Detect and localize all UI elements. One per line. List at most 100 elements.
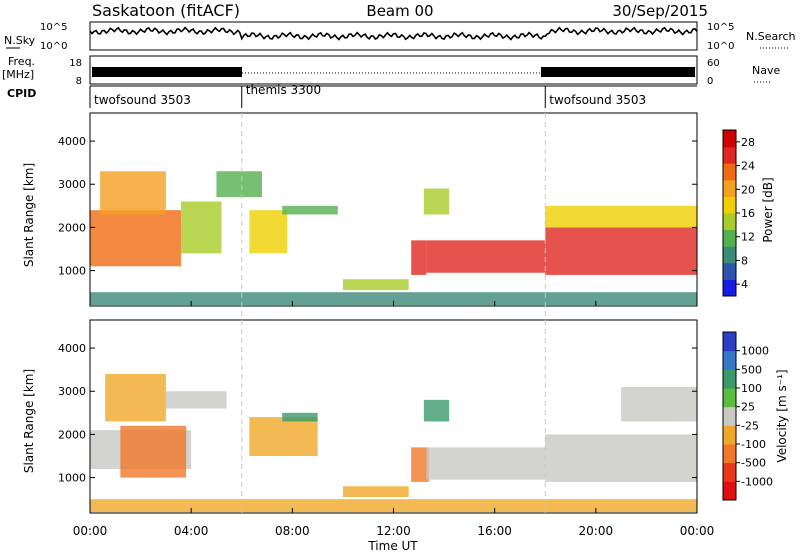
velocity-colorbar: Velocity [m s⁻¹] -1000 -500 -100 -25 25 100 50…	[722, 331, 789, 501]
date-title: 30/Sep/2015	[612, 2, 708, 20]
freq-panel-frame	[89, 55, 698, 85]
colorbar-tick-label: 28	[741, 136, 755, 149]
freq-label-line2: [MHz]	[2, 68, 34, 81]
power-region	[423, 188, 450, 215]
power-region	[181, 201, 222, 254]
colorbar-frame	[722, 331, 737, 501]
beam-title: Beam 00	[366, 2, 433, 20]
cpid-row: CPID twofsound 3503 themis 3300 twofsound …	[7, 83, 697, 108]
power-region	[545, 227, 697, 275]
colorbar-swatch	[723, 146, 736, 164]
colorbar-swatch	[723, 179, 736, 197]
y-tick-label: 4000	[58, 135, 86, 148]
y-tick-label: 2000	[58, 428, 86, 441]
power-region	[545, 205, 697, 228]
cpid-segment-label: themis 3300	[246, 83, 321, 97]
noise-ytick-top-right: 10^5	[707, 22, 734, 33]
velocity-region	[423, 399, 450, 422]
colorbar-swatch	[723, 262, 736, 280]
x-tick-label: 12:00	[376, 524, 411, 538]
colorbar-tick-label: 25	[741, 401, 755, 414]
freq-block-1	[92, 67, 242, 77]
velocity-region	[120, 425, 187, 478]
colorbar-swatch	[723, 369, 736, 389]
colorbar-tick-label: 1000	[741, 345, 769, 358]
time-axis: 00:00 04:00 08:00 12:00 16:00 20:00 00:00	[73, 301, 715, 538]
colorbar-swatch	[723, 246, 736, 264]
power-region	[90, 210, 182, 267]
x-tick-label: 04:00	[174, 524, 209, 538]
nave-ytick-top: 60	[707, 58, 720, 69]
freq-ytick-top: 18	[69, 58, 82, 69]
x-tick-label: 08:00	[275, 524, 310, 538]
colorbar-swatch	[723, 279, 736, 297]
nave-label: Nave	[752, 64, 780, 77]
colorbar-tick-label: 8	[741, 254, 748, 267]
colorbar-tick-label: 12	[741, 231, 755, 244]
colorbar-swatch	[723, 406, 736, 426]
colorbar-tick-label: 100	[741, 382, 762, 395]
program-boundaries	[241, 113, 546, 513]
power-yticks: 1000 2000 3000 4000	[58, 135, 697, 278]
x-tick-label: 16:00	[477, 524, 512, 538]
x-tick-label: 00:00	[680, 524, 715, 538]
velocity-region	[249, 417, 318, 457]
velocity-panel-frame	[89, 319, 698, 514]
cpid-segment-label: twofsound 3503	[549, 93, 646, 107]
velocity-region	[411, 447, 429, 482]
colorbar-tick-label: 20	[741, 183, 755, 196]
velocity-region	[545, 434, 697, 482]
velocity-region	[342, 486, 409, 498]
velocity-region	[105, 373, 166, 422]
velocity-region	[282, 412, 318, 422]
nave-ytick-bottom: 0	[707, 76, 713, 87]
noise-sky-trace	[89, 26, 698, 41]
y-tick-label: 3000	[58, 385, 86, 398]
colorbar-swatch	[723, 481, 736, 501]
freq-ytick-bottom: 8	[76, 76, 82, 87]
velocity-yticks: 1000 2000 3000 4000	[58, 342, 697, 485]
y-tick-label: 1000	[58, 472, 86, 485]
noise-right-label: N.Search	[746, 30, 796, 43]
power-region	[426, 240, 546, 273]
colorbar-swatch	[723, 444, 736, 464]
noise-left-label: N.Sky	[4, 34, 36, 47]
velocity-region	[621, 386, 697, 422]
cpid-segment-label: twofsound 3503	[94, 93, 191, 107]
colorbar-tick-label: 4	[741, 278, 748, 291]
velocity-region	[165, 391, 227, 409]
power-panel: 1000 2000 3000 4000 Slant Range [km]	[22, 112, 698, 307]
colorbar-swatch	[723, 213, 736, 231]
y-tick-label: 1000	[58, 265, 86, 278]
colorbar-tick-label: 16	[741, 207, 755, 220]
colorbar-swatch	[723, 425, 736, 445]
velocity-panel: 1000 2000 3000 4000 Slant Range [km]	[22, 319, 698, 514]
velocity-region	[426, 447, 546, 480]
y-tick-label: 3000	[58, 178, 86, 191]
power-region	[249, 210, 288, 254]
power-colorbar: Power [dB] 4 8 12 16 20 24 28	[722, 129, 775, 297]
colorbar-tick-label: -1000	[741, 475, 773, 488]
y-tick-label: 2000	[58, 221, 86, 234]
x-tick-label: 20:00	[579, 524, 614, 538]
colorbar-swatch	[723, 163, 736, 181]
velocity-heatmap	[90, 373, 697, 513]
freq-label-line1: Freq.	[8, 55, 35, 68]
power-region	[100, 171, 166, 215]
colorbar-tick-label: -500	[741, 457, 766, 470]
freq-block-2	[541, 67, 695, 77]
colorbar-tick-label: 500	[741, 363, 762, 376]
colorbar-tick-label: -25	[741, 419, 759, 432]
power-ylabel: Slant Range [km]	[22, 163, 36, 267]
colorbar-swatch	[723, 388, 736, 408]
power-colorbar-label: Power [dB]	[761, 177, 775, 242]
colorbar-swatch	[723, 350, 736, 370]
colorbar-tick-label: -100	[741, 438, 766, 451]
colorbar-swatch	[723, 130, 736, 148]
noise-ytick-bottom: 10^0	[40, 41, 67, 52]
noise-panel: N.Sky 10^5 10^0 10^5 10^0 N.Search	[4, 21, 796, 52]
x-axis-label: Time UT	[367, 539, 418, 553]
power-region	[216, 171, 262, 198]
power-region	[411, 240, 427, 275]
colorbar-tick-label: 24	[741, 160, 755, 173]
